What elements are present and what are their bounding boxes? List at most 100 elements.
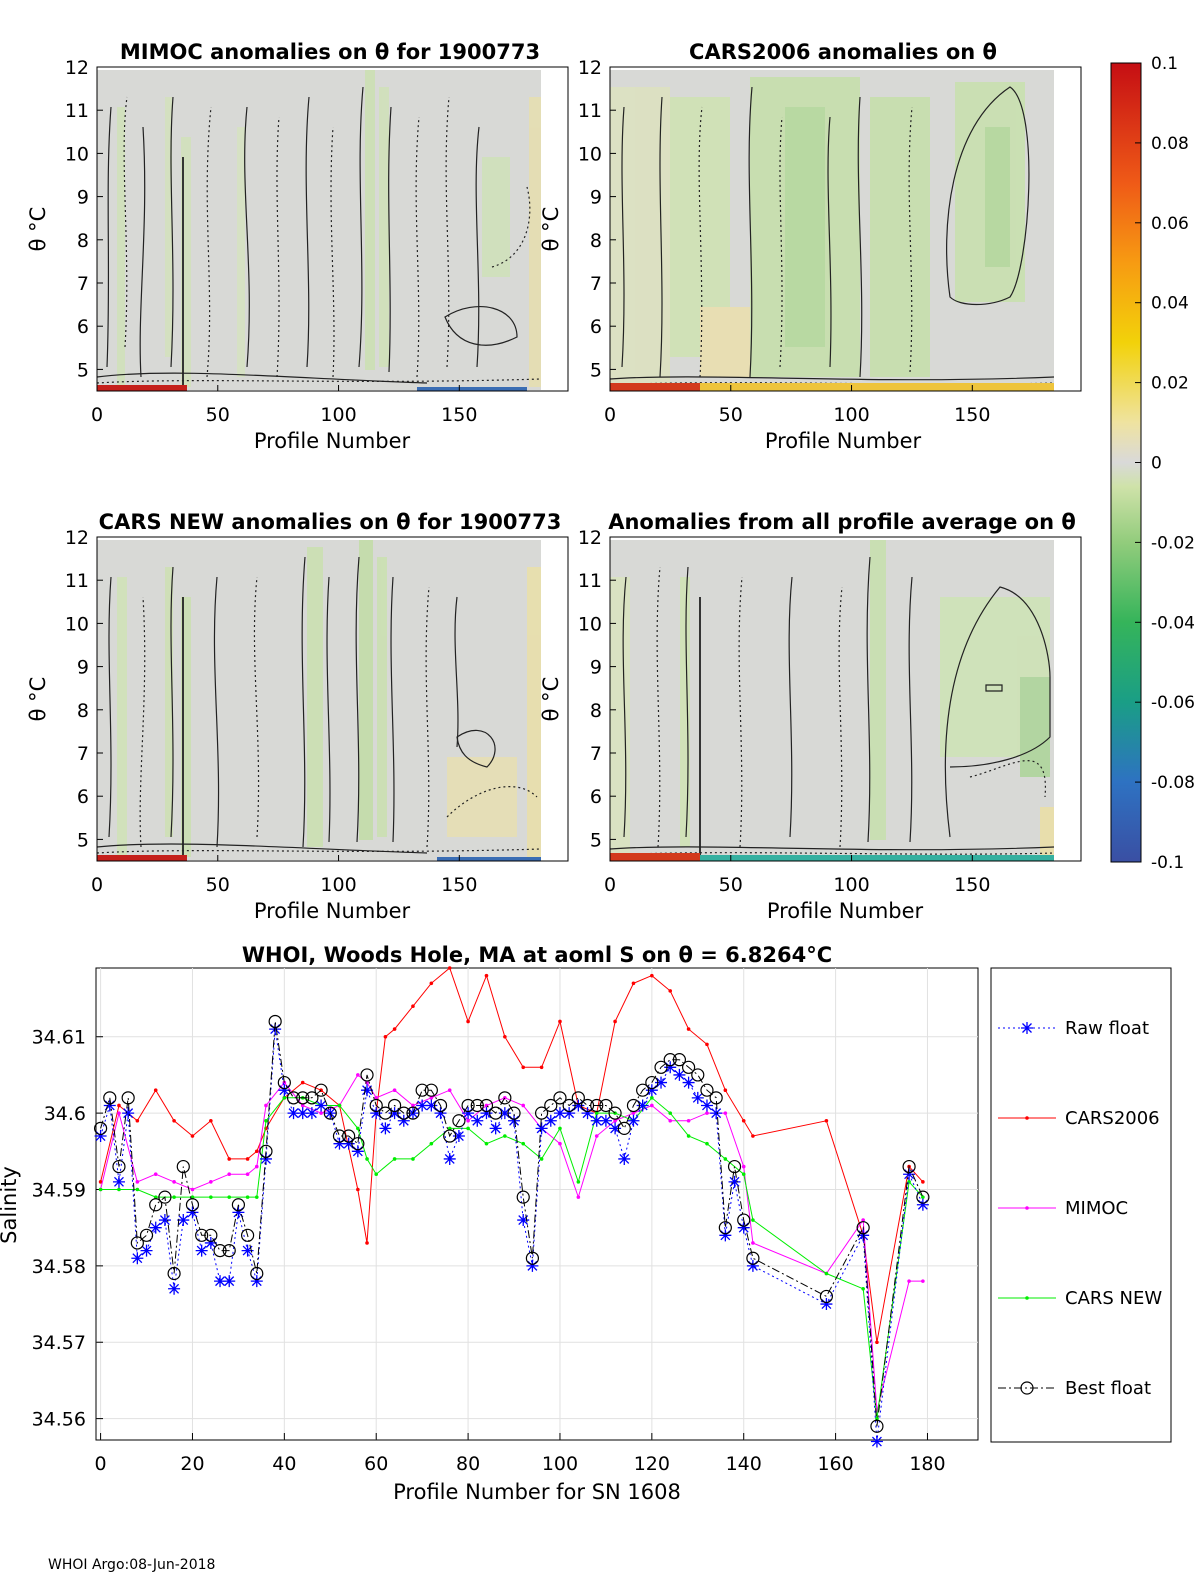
data-point xyxy=(705,1042,709,1047)
data-point xyxy=(231,1198,246,1212)
data-point xyxy=(558,1126,562,1131)
data-point xyxy=(526,1259,539,1272)
legend-item: CARS2006 xyxy=(998,1108,1160,1129)
data-point xyxy=(521,1065,526,1070)
data-point xyxy=(342,1137,355,1150)
x-tick-label: 100 xyxy=(833,874,869,896)
data-point xyxy=(378,1106,393,1120)
data-point xyxy=(558,1141,562,1146)
data-point xyxy=(517,1214,530,1227)
data-point xyxy=(397,1114,410,1127)
y-tick-label: 12 xyxy=(65,527,89,549)
data-point xyxy=(484,1141,489,1146)
data-point xyxy=(387,1098,402,1113)
data-point xyxy=(424,1083,438,1097)
plot-area xyxy=(95,967,979,1441)
legend-item: MIMOC xyxy=(998,1198,1128,1219)
x-tick-label: 100 xyxy=(320,874,356,896)
x-tick-label: 150 xyxy=(954,874,990,896)
data-point xyxy=(921,1279,925,1283)
salinity-line-chart: WHOI, Woods Hole, MA at aoml S on θ = 6.… xyxy=(0,943,979,1504)
data-point xyxy=(411,1103,415,1108)
x-tick-label: 80 xyxy=(456,1453,480,1475)
data-point xyxy=(741,1164,746,1169)
data-point xyxy=(406,1106,420,1120)
data-point xyxy=(645,1075,659,1090)
data-point xyxy=(277,1075,291,1090)
y-tick-label: 6 xyxy=(590,786,602,808)
y-axis-label: θ °C xyxy=(539,207,563,252)
heatmap-bottom-band-red xyxy=(610,853,700,861)
x-axis: 0 50 100 150 xyxy=(604,385,990,426)
data-point xyxy=(594,1134,599,1138)
data-point xyxy=(429,1096,434,1100)
data-point xyxy=(751,1134,755,1138)
data-point xyxy=(498,1091,512,1105)
data-point xyxy=(686,1134,691,1138)
data-point xyxy=(433,1098,448,1113)
data-point xyxy=(287,1107,300,1120)
data-point xyxy=(682,1076,695,1089)
data-point xyxy=(539,1065,544,1070)
data-point xyxy=(650,1103,654,1108)
data-point xyxy=(498,1107,511,1120)
data-point xyxy=(594,1111,599,1115)
x-tick-label: 50 xyxy=(206,874,230,896)
y-tick-label: 11 xyxy=(65,100,89,122)
series-cars2006 xyxy=(98,966,925,1345)
x-axis-label: Profile Number xyxy=(254,899,411,923)
data-point xyxy=(599,1098,613,1113)
data-point xyxy=(135,1118,140,1123)
data-point xyxy=(452,1130,465,1143)
data-point xyxy=(103,1091,117,1105)
data-point xyxy=(636,1099,649,1112)
heatmap-contours xyxy=(609,556,1055,857)
data-point xyxy=(356,1187,360,1192)
x-axis: 0 50 100 150 xyxy=(91,385,477,426)
data-point xyxy=(315,1099,328,1112)
data-point xyxy=(452,1114,466,1128)
data-point xyxy=(824,1118,829,1123)
heatmap-bottom-band xyxy=(97,385,187,391)
data-point xyxy=(663,1053,677,1067)
data-point xyxy=(626,1098,641,1113)
data-point xyxy=(916,1198,929,1211)
plot-frame xyxy=(609,66,1082,392)
x-tick-label: 150 xyxy=(954,404,990,426)
data-point xyxy=(186,1206,199,1219)
data-point xyxy=(411,1004,415,1008)
data-point xyxy=(195,1244,208,1257)
panel-title: MIMOC anomalies on θ for 1900773 xyxy=(120,40,540,64)
x-tick-label: 50 xyxy=(206,404,230,426)
data-point xyxy=(668,989,673,993)
plot-frame xyxy=(96,536,569,862)
colorbar-tick-label: 0.08 xyxy=(1151,134,1189,154)
x-tick-label: 0 xyxy=(95,1453,107,1475)
data-point xyxy=(411,1157,415,1161)
data-point xyxy=(668,1118,673,1123)
data-point xyxy=(282,1096,287,1100)
data-point xyxy=(631,1111,636,1115)
data-point xyxy=(508,1114,521,1127)
data-point xyxy=(112,1175,125,1188)
data-point xyxy=(227,1195,232,1199)
heatmap-bottom-band-blue xyxy=(437,857,541,861)
data-point xyxy=(370,1107,383,1120)
heatmap-panel-mimoc: MIMOC anomalies on θ for 1900773 xyxy=(26,40,569,453)
data-point xyxy=(691,1068,705,1082)
data-point xyxy=(576,1195,581,1199)
data-point xyxy=(471,1114,484,1127)
data-point xyxy=(149,1198,163,1212)
data-point xyxy=(709,1091,723,1105)
data-point xyxy=(332,1129,347,1143)
data-point xyxy=(369,1098,383,1113)
data-point xyxy=(443,1152,456,1165)
data-point xyxy=(245,1172,250,1177)
data-point xyxy=(122,1107,135,1120)
data-point xyxy=(447,966,452,970)
data-point xyxy=(1021,1022,1033,1034)
data-point xyxy=(172,1195,176,1199)
data-point xyxy=(824,1271,829,1276)
y-tick-label: 6 xyxy=(590,316,602,338)
data-point xyxy=(751,1241,755,1245)
